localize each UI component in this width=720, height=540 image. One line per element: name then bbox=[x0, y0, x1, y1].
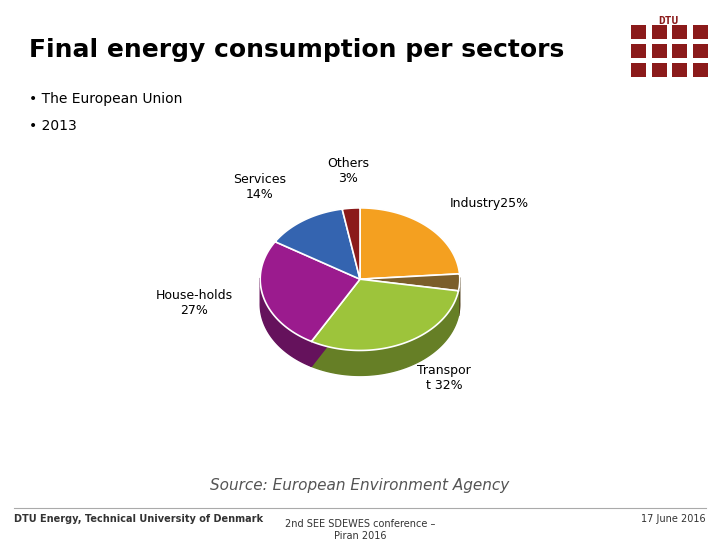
FancyBboxPatch shape bbox=[693, 63, 708, 77]
Text: 2nd SEE SDEWES conference –
Piran 2016: 2nd SEE SDEWES conference – Piran 2016 bbox=[285, 519, 435, 540]
FancyBboxPatch shape bbox=[672, 44, 687, 58]
Text: DTU Energy, Technical University of Denmark: DTU Energy, Technical University of Denm… bbox=[14, 514, 264, 524]
FancyBboxPatch shape bbox=[631, 63, 646, 77]
Text: Services
14%: Services 14% bbox=[233, 173, 286, 201]
Polygon shape bbox=[260, 278, 312, 366]
Text: Final energy consumption per sectors: Final energy consumption per sectors bbox=[29, 38, 564, 62]
Polygon shape bbox=[360, 274, 460, 291]
FancyBboxPatch shape bbox=[672, 63, 687, 77]
Polygon shape bbox=[312, 279, 360, 366]
Text: Industry25%: Industry25% bbox=[449, 197, 528, 210]
Polygon shape bbox=[342, 208, 360, 279]
FancyBboxPatch shape bbox=[631, 25, 646, 39]
FancyBboxPatch shape bbox=[672, 25, 687, 39]
Polygon shape bbox=[275, 209, 360, 279]
Polygon shape bbox=[459, 278, 460, 316]
FancyBboxPatch shape bbox=[652, 63, 667, 77]
Polygon shape bbox=[360, 208, 459, 279]
Polygon shape bbox=[360, 279, 459, 316]
FancyBboxPatch shape bbox=[693, 44, 708, 58]
Polygon shape bbox=[360, 279, 459, 316]
Text: Others
3%: Others 3% bbox=[327, 158, 369, 185]
Polygon shape bbox=[260, 242, 360, 341]
Text: House-holds
27%: House-holds 27% bbox=[156, 289, 233, 317]
Polygon shape bbox=[312, 279, 459, 350]
Polygon shape bbox=[312, 291, 459, 375]
FancyBboxPatch shape bbox=[652, 25, 667, 39]
Text: Transpor
t 32%: Transpor t 32% bbox=[417, 364, 471, 392]
Polygon shape bbox=[312, 279, 360, 366]
Text: • The European Union: • The European Union bbox=[29, 92, 182, 106]
FancyBboxPatch shape bbox=[631, 44, 646, 58]
FancyBboxPatch shape bbox=[693, 25, 708, 39]
Text: 17 June 2016: 17 June 2016 bbox=[641, 514, 706, 524]
FancyBboxPatch shape bbox=[652, 44, 667, 58]
Text: • 2013: • 2013 bbox=[29, 119, 76, 133]
Text: DTU: DTU bbox=[658, 16, 679, 26]
Text: Source: European Environment Agency: Source: European Environment Agency bbox=[210, 478, 510, 493]
